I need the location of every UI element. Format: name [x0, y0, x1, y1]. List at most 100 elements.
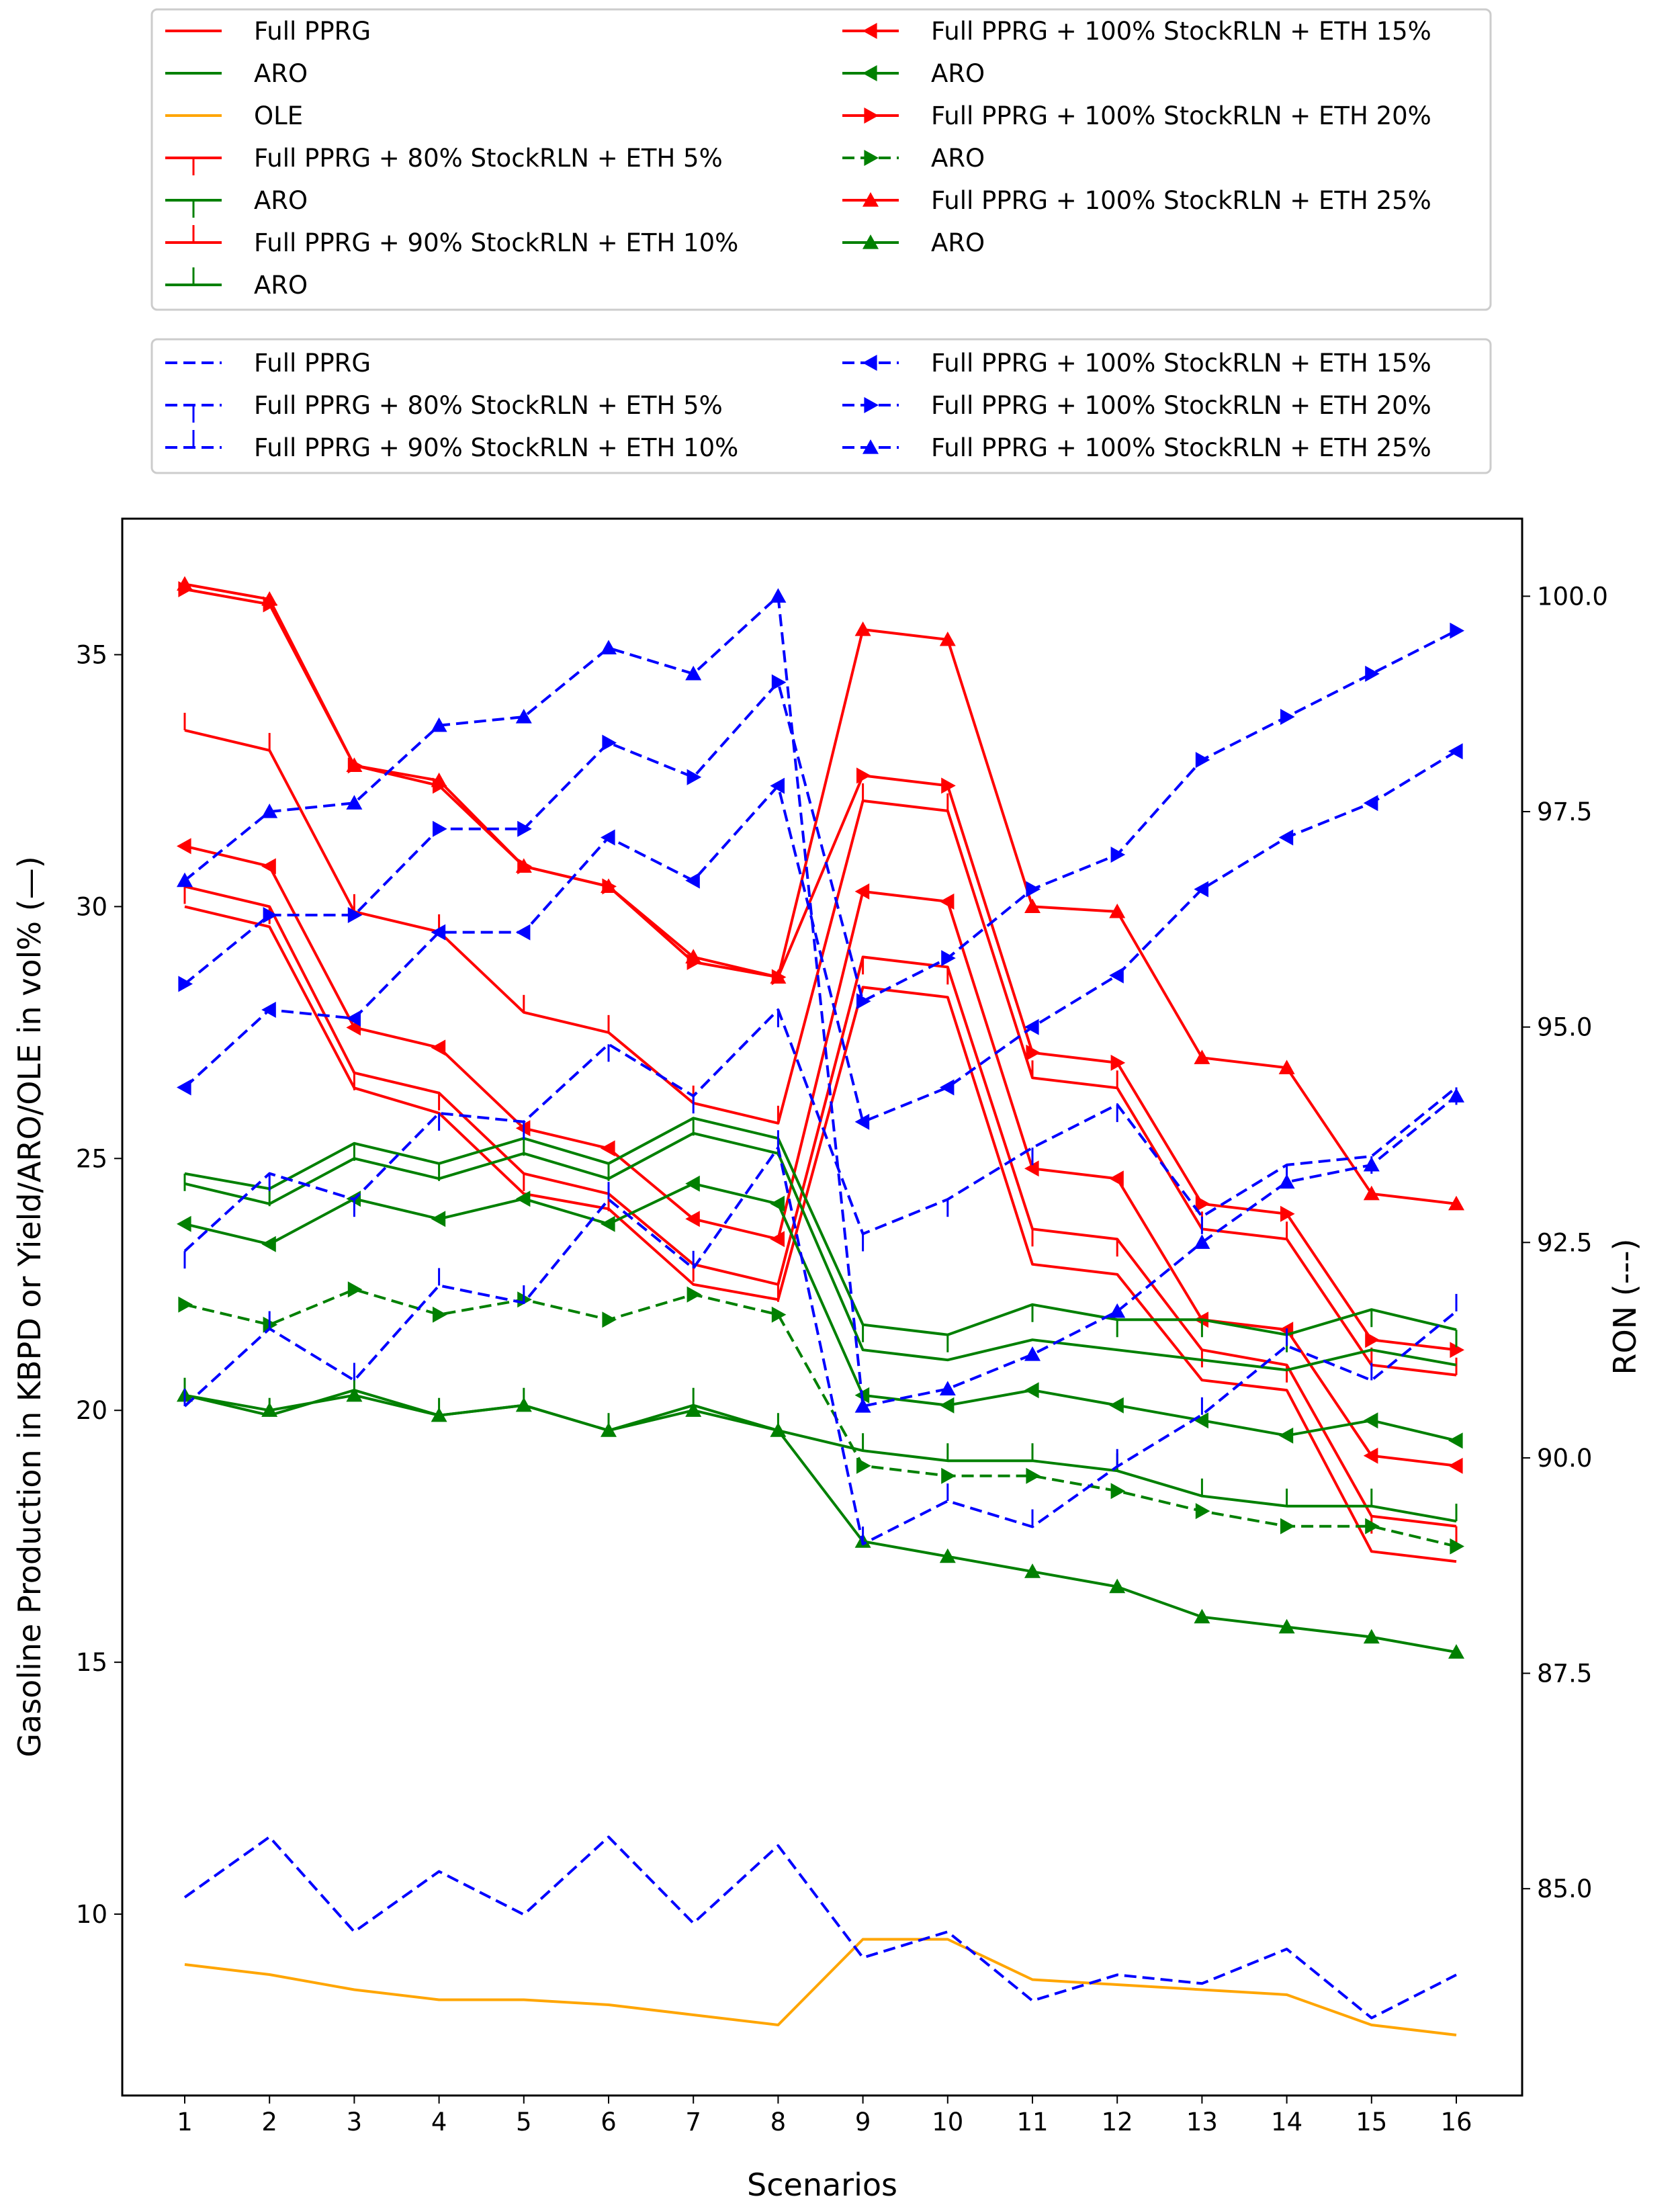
data-point: [939, 631, 956, 646]
data-point: [1365, 665, 1380, 682]
data-point: [941, 950, 956, 967]
legend-item-full-pprg-100-stockrln-eth-20: Full PPRG + 100% StockRLN + ETH 20%: [842, 391, 1431, 420]
x-tick-label: 10: [932, 2108, 963, 2136]
series-ron-full-pprg-90-stockrln-eth-10: [183, 1130, 1458, 1546]
data-point: [1195, 752, 1210, 769]
series-line: [184, 1393, 1457, 1654]
legend-item-full-pprg-100-stockrln-eth-25: Full PPRG + 100% StockRLN + ETH 25%: [842, 433, 1431, 462]
data-point: [346, 1387, 363, 1402]
x-tick-label: 3: [347, 2108, 363, 2136]
series-layer: [177, 576, 1464, 2036]
data-point: [261, 1002, 276, 1019]
series-full-pprg-90-stockrln-eth-10: [183, 712, 1458, 1377]
data-point: [1194, 1234, 1210, 1249]
data-point: [1363, 1447, 1378, 1464]
series-ron-full-pprg-100-stockrln-eth-15: [177, 743, 1463, 1130]
data-point: [431, 772, 447, 787]
data-point: [346, 795, 363, 810]
legend-item-ole: OLE: [165, 101, 303, 130]
legend-item-full-pprg-90-stockrln-eth-10: Full PPRG + 90% StockRLN + ETH 10%: [165, 225, 738, 257]
series-aro-100-stockrln-eth-20: [178, 1281, 1464, 1555]
legend-marker: [864, 397, 879, 413]
data-point: [261, 1236, 276, 1252]
data-point: [1448, 1088, 1464, 1103]
y2-axis-label: RON (---): [1607, 1239, 1643, 1375]
series-aro-80-stockrln-eth-5: [183, 1117, 1458, 1352]
y2-tick-label: 95.0: [1537, 1013, 1592, 1042]
series-line: [184, 1389, 1457, 1523]
data-point: [1363, 1156, 1380, 1172]
data-point: [1024, 1382, 1039, 1399]
data-point: [1278, 1174, 1295, 1189]
data-point: [515, 924, 531, 941]
x-tick-label: 15: [1356, 2108, 1387, 2136]
data-point: [1024, 1563, 1041, 1578]
data-point: [1278, 1060, 1295, 1074]
data-point: [1195, 1195, 1210, 1212]
data-point: [1194, 881, 1208, 898]
legend-label: Full PPRG + 80% StockRLN + ETH 5%: [254, 144, 723, 173]
data-point: [1280, 708, 1295, 725]
x-tick-label: 4: [431, 2108, 447, 2136]
legend-label: Full PPRG + 100% StockRLN + ETH 25%: [931, 186, 1431, 215]
legend-label: Full PPRG + 100% StockRLN + ETH 20%: [931, 101, 1431, 130]
data-point: [1450, 1538, 1464, 1555]
data-point: [770, 969, 787, 984]
plot-frame: [121, 517, 1523, 2097]
data-point: [854, 621, 871, 636]
data-point: [771, 1306, 787, 1323]
x-axis: 1 2 3 4 5 6 7 8 9 10 11 12 13 14 15 16: [177, 2096, 1472, 2136]
data-point: [515, 708, 532, 724]
data-point: [854, 1397, 871, 1413]
legend-label: ARO: [931, 228, 985, 257]
data-point: [1365, 1332, 1380, 1348]
data-point: [1448, 1432, 1463, 1449]
legend-label: Full PPRG + 80% StockRLN + ETH 5%: [254, 391, 723, 420]
data-point: [347, 1281, 363, 1298]
x-tick-label: 13: [1186, 2108, 1218, 2136]
series-line: [183, 629, 1457, 1003]
legend-item-full-pprg-100-stockrln-eth-15: Full PPRG + 100% StockRLN + ETH 15%: [842, 349, 1431, 378]
legend-item-aro: ARO: [842, 144, 985, 173]
data-point: [431, 1211, 446, 1227]
data-point: [685, 665, 702, 681]
series-line: [184, 1117, 1457, 1336]
data-point: [1109, 967, 1124, 984]
data-point: [1194, 1608, 1210, 1624]
legend-item-aro: ARO: [165, 59, 308, 88]
data-point: [939, 1381, 956, 1395]
legend-marker: [863, 23, 877, 39]
data-point: [1448, 743, 1463, 760]
data-point: [1026, 1044, 1041, 1061]
series-full-pprg-100-stockrln-eth-25: [177, 576, 1464, 1211]
data-point: [939, 893, 955, 910]
data-point: [431, 1039, 446, 1056]
data-point: [941, 1467, 956, 1484]
series-full-pprg-100-stockrln-eth-15: [177, 838, 1463, 1474]
data-point: [261, 804, 278, 818]
series-ron-full-pprg-100-stockrln-eth-25: [177, 588, 1464, 1413]
data-point: [685, 949, 702, 963]
data-point: [431, 924, 446, 941]
x-tick-label: 12: [1102, 2108, 1133, 2136]
y-tick-label: 30: [76, 892, 107, 921]
legend-label: ARO: [254, 59, 308, 88]
series-line: [184, 1131, 1457, 1372]
y-axis-right: 85.0 87.5 90.0 92.5 95.0 97.5 100.0: [1522, 582, 1608, 1903]
data-point: [1024, 898, 1041, 913]
data-point: [177, 838, 191, 855]
data-point: [1024, 1160, 1039, 1177]
data-point: [601, 1140, 615, 1157]
legend-marker: [863, 65, 877, 81]
legend-label: OLE: [254, 101, 303, 130]
data-point: [1448, 1457, 1463, 1474]
y2-tick-label: 92.5: [1537, 1228, 1592, 1257]
legend-item-aro: ARO: [842, 228, 985, 257]
y2-tick-label: 87.5: [1537, 1659, 1592, 1688]
series-line: [184, 1288, 1457, 1548]
y-tick-label: 15: [76, 1648, 107, 1677]
data-point: [433, 820, 447, 837]
legend-marker: [864, 107, 879, 124]
data-point: [939, 1548, 956, 1563]
